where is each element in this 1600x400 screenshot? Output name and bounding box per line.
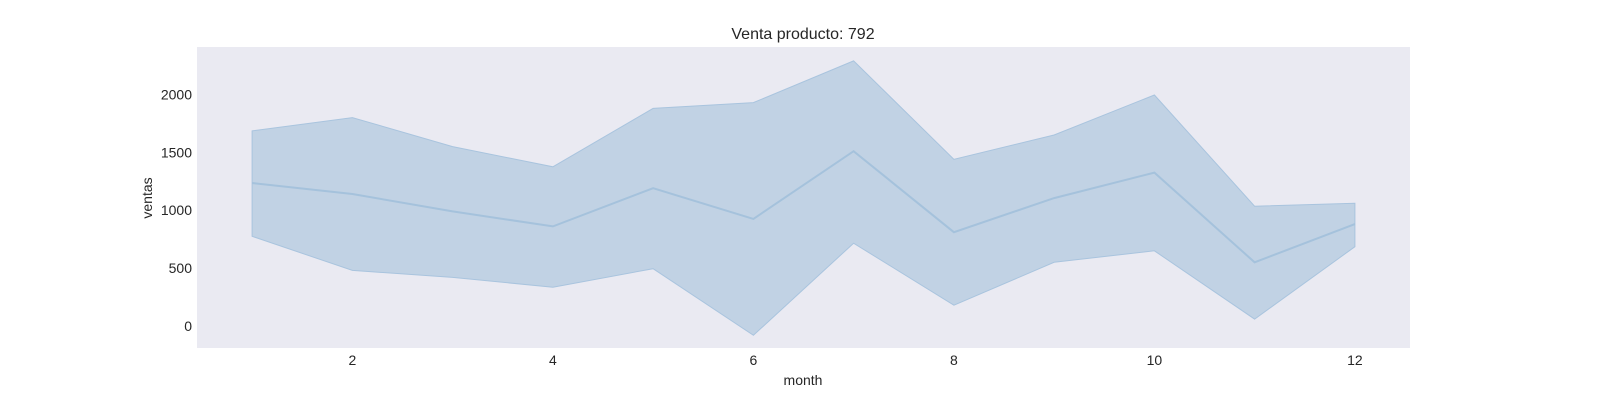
chart-title: Venta producto: 792 <box>731 26 874 43</box>
x-tick-label: 4 <box>549 352 557 368</box>
y-axis-ticks: 0 500 1000 1500 2000 <box>161 87 192 335</box>
series-line <box>251 149 1356 264</box>
x-axis-ticks: 2 4 6 8 10 12 <box>349 352 1363 368</box>
x-axis-label: month <box>784 372 823 388</box>
y-tick-label: 500 <box>169 260 193 276</box>
y-axis-label: ventas <box>139 177 155 218</box>
y-tick-label: 0 <box>184 318 192 334</box>
y-tick-label: 1000 <box>161 202 192 218</box>
series-line-layer <box>251 149 1356 264</box>
x-tick-label: 12 <box>1347 352 1363 368</box>
y-tick-label: 2000 <box>161 87 192 103</box>
x-tick-label: 2 <box>349 352 357 368</box>
confidence-band-layer <box>251 60 1356 336</box>
x-tick-label: 10 <box>1147 352 1163 368</box>
confidence-band <box>251 60 1356 336</box>
x-tick-label: 8 <box>950 352 958 368</box>
y-tick-label: 1500 <box>161 144 192 160</box>
x-tick-label: 6 <box>750 352 758 368</box>
